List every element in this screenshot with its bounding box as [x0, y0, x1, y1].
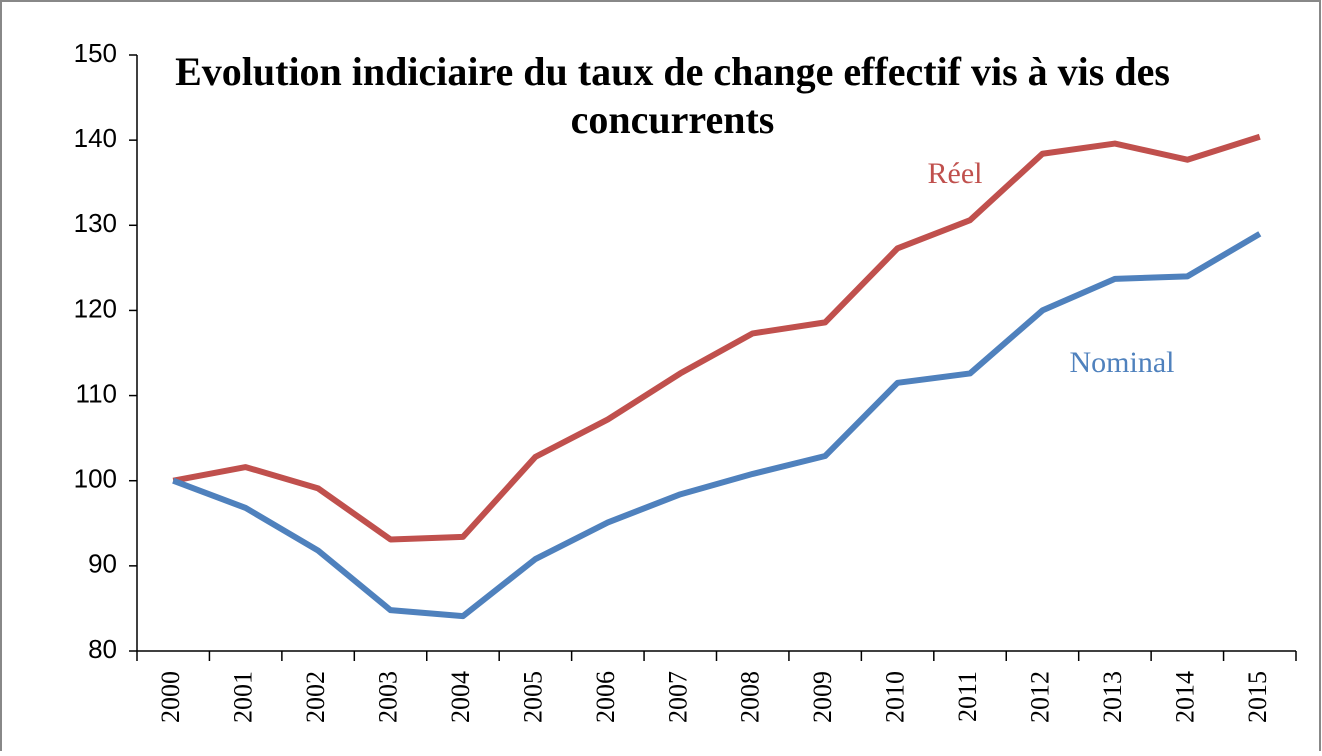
x-tick-label: 2008	[736, 671, 765, 723]
x-tick-label: 2014	[1170, 671, 1199, 723]
x-tick-label: 2010	[881, 671, 910, 723]
y-tick-label: 140	[74, 123, 117, 153]
series-label: Nominal	[1070, 346, 1175, 379]
series-label: Réel	[928, 157, 983, 190]
y-tick-label: 150	[74, 38, 117, 68]
y-tick-label: 130	[74, 208, 117, 238]
x-tick-label: 2005	[518, 671, 547, 723]
x-tick-label: 2007	[663, 671, 692, 723]
x-tick-label: 2011	[953, 671, 982, 722]
y-tick-label: 90	[88, 549, 117, 579]
x-tick-label: 2012	[1025, 671, 1054, 723]
y-tick-label: 110	[76, 378, 117, 408]
y-tick-label: 100	[74, 464, 117, 494]
y-tick-label: 120	[74, 293, 117, 323]
x-tick-label: 2009	[808, 671, 837, 723]
x-tick-label: 2004	[446, 671, 475, 723]
series-line	[172, 231, 1262, 620]
x-tick-label: 2013	[1098, 671, 1127, 723]
y-tick-label: 80	[88, 634, 117, 664]
x-tick-label: 2001	[229, 671, 258, 723]
series-line	[172, 133, 1261, 543]
x-tick-label: 2000	[156, 671, 185, 723]
chart-title: Evolution indiciaire du taux de change e…	[175, 49, 1170, 142]
x-tick-label: 2002	[301, 671, 330, 723]
x-tick-label: 2003	[374, 671, 403, 723]
x-tick-label: 2015	[1243, 671, 1272, 723]
x-tick-label: 2006	[591, 671, 620, 723]
